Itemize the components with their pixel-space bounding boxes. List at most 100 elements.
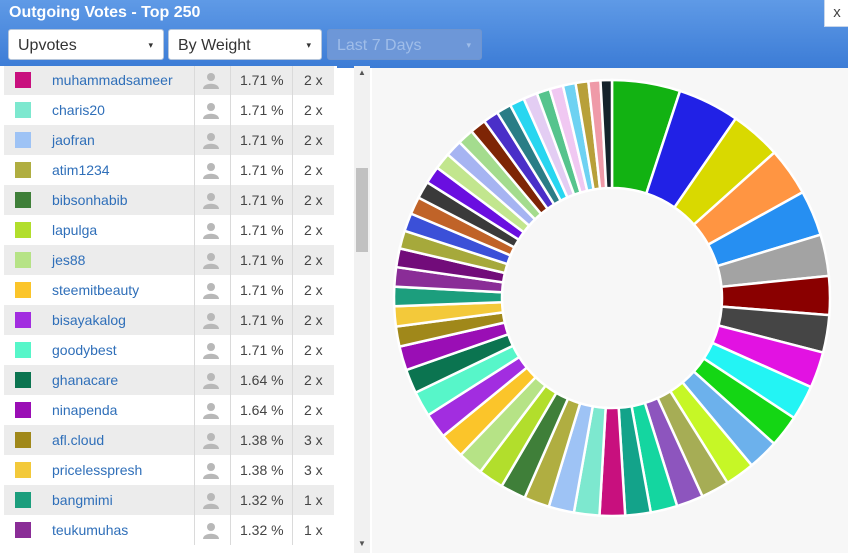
voter-name-link[interactable]: goodybest: [52, 342, 117, 358]
column-divider: [194, 485, 195, 515]
vote-count: 2 x: [304, 162, 323, 178]
column-divider: [230, 155, 231, 185]
user-icon[interactable]: [202, 342, 220, 359]
weight-percent: 1.71 %: [240, 312, 284, 328]
column-divider: [194, 125, 195, 155]
voter-name-link[interactable]: teukumuhas: [52, 522, 129, 538]
column-divider: [230, 66, 231, 95]
scroll-up-arrow-icon[interactable]: ▲: [358, 68, 366, 77]
chevron-down-icon: ▾: [306, 40, 311, 50]
list-item: bisayakalog 1.71 % 2 x: [4, 305, 334, 335]
column-divider: [292, 365, 293, 395]
user-icon[interactable]: [202, 72, 220, 89]
vote-count: 3 x: [304, 432, 323, 448]
user-icon[interactable]: [202, 522, 220, 539]
voter-name-link[interactable]: ghanacare: [52, 372, 119, 388]
column-divider: [194, 185, 195, 215]
vote-count: 1 x: [304, 492, 323, 508]
weight-percent: 1.71 %: [240, 192, 284, 208]
voter-name-link[interactable]: bisayakalog: [52, 312, 126, 328]
column-divider: [230, 95, 231, 125]
color-swatch: [15, 192, 31, 208]
voter-name-link[interactable]: pricelesspresh: [52, 462, 143, 478]
user-icon[interactable]: [202, 222, 220, 239]
user-icon[interactable]: [202, 432, 220, 449]
vote-count: 1 x: [304, 522, 323, 538]
weight-percent: 1.38 %: [240, 462, 284, 478]
voter-name-link[interactable]: muhammadsameer: [52, 72, 173, 88]
voter-name-link[interactable]: jes88: [52, 252, 86, 268]
column-divider: [292, 485, 293, 515]
weight-percent: 1.32 %: [240, 522, 284, 538]
column-divider: [230, 485, 231, 515]
color-swatch: [15, 102, 31, 118]
list-scrollbar[interactable]: ▲ ▼: [354, 66, 370, 553]
vote-count: 2 x: [304, 342, 323, 358]
user-icon[interactable]: [202, 402, 220, 419]
vote-type-value: Upvotes: [18, 37, 77, 54]
color-swatch: [15, 252, 31, 268]
voter-name-link[interactable]: charis20: [52, 102, 105, 118]
user-icon[interactable]: [202, 162, 220, 179]
list-item: muhammadsameer 1.71 % 2 x: [4, 66, 334, 95]
list-item: ghanacare 1.64 % 2 x: [4, 365, 334, 395]
column-divider: [292, 515, 293, 545]
column-divider: [292, 395, 293, 425]
column-divider: [194, 245, 195, 275]
user-icon[interactable]: [202, 492, 220, 509]
column-divider: [292, 155, 293, 185]
voter-name-link[interactable]: bibsonhabib: [52, 192, 128, 208]
column-divider: [194, 305, 195, 335]
column-divider: [194, 425, 195, 455]
list-item: bibsonhabib 1.71 % 2 x: [4, 185, 334, 215]
column-divider: [194, 395, 195, 425]
donut-slice[interactable]: [599, 78, 614, 190]
column-divider: [292, 245, 293, 275]
close-button[interactable]: x: [824, 0, 848, 27]
voter-name-link[interactable]: steemitbeauty: [52, 282, 140, 298]
voter-name-link[interactable]: afl.cloud: [52, 432, 105, 448]
list-item: teukumuhas 1.32 % 1 x: [4, 515, 334, 545]
user-icon[interactable]: [202, 102, 220, 119]
color-swatch: [15, 462, 31, 478]
column-divider: [230, 365, 231, 395]
user-icon[interactable]: [202, 462, 220, 479]
vote-count: 2 x: [304, 252, 323, 268]
voter-name-link[interactable]: ninapenda: [52, 402, 118, 418]
scrollbar-thumb[interactable]: [356, 168, 368, 252]
color-swatch: [15, 342, 31, 358]
user-icon[interactable]: [202, 192, 220, 209]
column-divider: [292, 66, 293, 95]
voter-name-link[interactable]: lapulga: [52, 222, 98, 238]
voter-name-link[interactable]: jaofran: [52, 132, 95, 148]
vote-type-dropdown[interactable]: Upvotes ▾: [8, 29, 164, 60]
vote-count: 2 x: [304, 132, 323, 148]
list-item: lapulga 1.71 % 2 x: [4, 215, 334, 245]
weight-percent: 1.71 %: [240, 72, 284, 88]
column-divider: [230, 215, 231, 245]
column-divider: [292, 455, 293, 485]
list-item: steemitbeauty 1.71 % 2 x: [4, 275, 334, 305]
weight-percent: 1.71 %: [240, 342, 284, 358]
vote-count: 2 x: [304, 102, 323, 118]
sort-dropdown[interactable]: By Weight ▾: [168, 29, 322, 60]
vote-count: 2 x: [304, 192, 323, 208]
column-divider: [292, 95, 293, 125]
column-divider: [194, 335, 195, 365]
user-icon[interactable]: [202, 282, 220, 299]
user-icon[interactable]: [202, 252, 220, 269]
chart-panel: [372, 68, 848, 553]
user-icon[interactable]: [202, 312, 220, 329]
chevron-down-icon: ▾: [466, 40, 471, 50]
list-item: atim1234 1.71 % 2 x: [4, 155, 334, 185]
voter-name-link[interactable]: bangmimi: [52, 492, 113, 508]
user-icon[interactable]: [202, 132, 220, 149]
voter-name-link[interactable]: atim1234: [52, 162, 110, 178]
user-icon[interactable]: [202, 372, 220, 389]
period-dropdown: Last 7 Days ▾: [327, 29, 482, 60]
window-header: Outgoing Votes - Top 250 x Upvotes ▾ By …: [0, 0, 848, 68]
list-item: pricelesspresh 1.38 % 3 x: [4, 455, 334, 485]
scroll-down-arrow-icon[interactable]: ▼: [358, 539, 366, 548]
chevron-down-icon: ▾: [148, 40, 153, 50]
vote-count: 2 x: [304, 222, 323, 238]
